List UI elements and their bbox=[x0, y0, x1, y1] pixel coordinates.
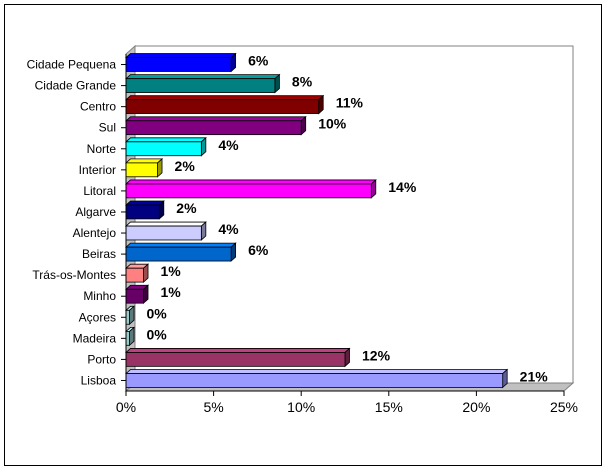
bar-top-9 bbox=[124, 242, 237, 248]
value-label-1: 8% bbox=[292, 74, 313, 90]
bar-14 bbox=[125, 352, 346, 367]
bar-7 bbox=[125, 204, 160, 220]
bar-top-14 bbox=[124, 348, 351, 353]
value-label-10: 1% bbox=[161, 263, 182, 279]
x-tick-label-1: 5% bbox=[203, 399, 223, 415]
x-tick-label-3: 15% bbox=[375, 399, 403, 415]
bar-4 bbox=[125, 141, 202, 157]
chart-frame: Cidade Pequena 6% Cidade Grande 8% Centro 11%… bbox=[4, 4, 602, 466]
value-label-6: 14% bbox=[388, 179, 417, 195]
bar-3 bbox=[125, 120, 302, 136]
value-label-15: 21% bbox=[520, 368, 549, 384]
bar-9 bbox=[125, 246, 232, 262]
category-label-14: Porto bbox=[87, 352, 116, 366]
bar-13 bbox=[125, 330, 130, 346]
category-label-3: Sul bbox=[99, 121, 116, 135]
category-label-13: Madeira bbox=[73, 331, 117, 345]
bar-12 bbox=[125, 309, 130, 325]
bar-top-7 bbox=[124, 200, 165, 206]
bar-15 bbox=[125, 373, 504, 388]
bar-1 bbox=[125, 78, 276, 93]
x-tick-label-2: 10% bbox=[287, 399, 315, 415]
value-label-0: 6% bbox=[248, 53, 269, 69]
value-label-4: 4% bbox=[218, 137, 239, 153]
value-label-13: 0% bbox=[147, 326, 168, 342]
category-label-10: Trás-os-Montes bbox=[32, 268, 116, 282]
bar-top-8 bbox=[124, 221, 207, 227]
bar-top-15 bbox=[124, 369, 509, 374]
x-tick-label-4: 20% bbox=[462, 399, 490, 415]
value-label-14: 12% bbox=[362, 347, 391, 363]
bar-6 bbox=[125, 183, 372, 199]
value-label-3: 10% bbox=[318, 116, 347, 132]
category-label-7: Algarve bbox=[75, 205, 116, 219]
bar-top-4 bbox=[124, 137, 207, 143]
bar-top-0 bbox=[124, 53, 237, 58]
bar-5 bbox=[125, 162, 158, 178]
category-label-15: Lisboa bbox=[81, 373, 117, 387]
bar-0 bbox=[125, 57, 232, 72]
bar-top-6 bbox=[124, 179, 377, 185]
bar-chart: Cidade Pequena 6% Cidade Grande 8% Centro 11%… bbox=[27, 44, 578, 415]
value-label-7: 2% bbox=[176, 200, 197, 216]
value-label-11: 1% bbox=[161, 284, 182, 300]
category-label-12: Açores bbox=[79, 310, 116, 324]
bar-top-1 bbox=[124, 74, 281, 80]
value-label-12: 0% bbox=[147, 305, 168, 321]
bar-top-2 bbox=[124, 95, 325, 101]
bar-10 bbox=[125, 267, 144, 283]
x-tick-label-0: 0% bbox=[116, 399, 136, 415]
bar-8 bbox=[125, 225, 202, 241]
bar-top-3 bbox=[124, 116, 307, 122]
category-label-1: Cidade Grande bbox=[35, 79, 117, 93]
category-label-0: Cidade Pequena bbox=[27, 58, 117, 72]
value-label-2: 11% bbox=[336, 95, 364, 111]
category-label-8: Alentejo bbox=[73, 226, 117, 240]
category-label-6: Litoral bbox=[83, 184, 116, 198]
bar-top-5 bbox=[124, 158, 164, 164]
value-label-8: 4% bbox=[218, 221, 239, 237]
x-tick-label-5: 25% bbox=[550, 399, 578, 415]
bar-2 bbox=[125, 99, 320, 115]
category-label-11: Minho bbox=[83, 289, 116, 303]
value-label-5: 2% bbox=[175, 158, 196, 174]
category-label-9: Beiras bbox=[82, 247, 116, 261]
category-label-5: Interior bbox=[79, 163, 116, 177]
value-label-9: 6% bbox=[248, 242, 269, 258]
category-label-4: Norte bbox=[87, 142, 117, 156]
bar-11 bbox=[125, 288, 144, 304]
category-label-2: Centro bbox=[80, 100, 116, 114]
